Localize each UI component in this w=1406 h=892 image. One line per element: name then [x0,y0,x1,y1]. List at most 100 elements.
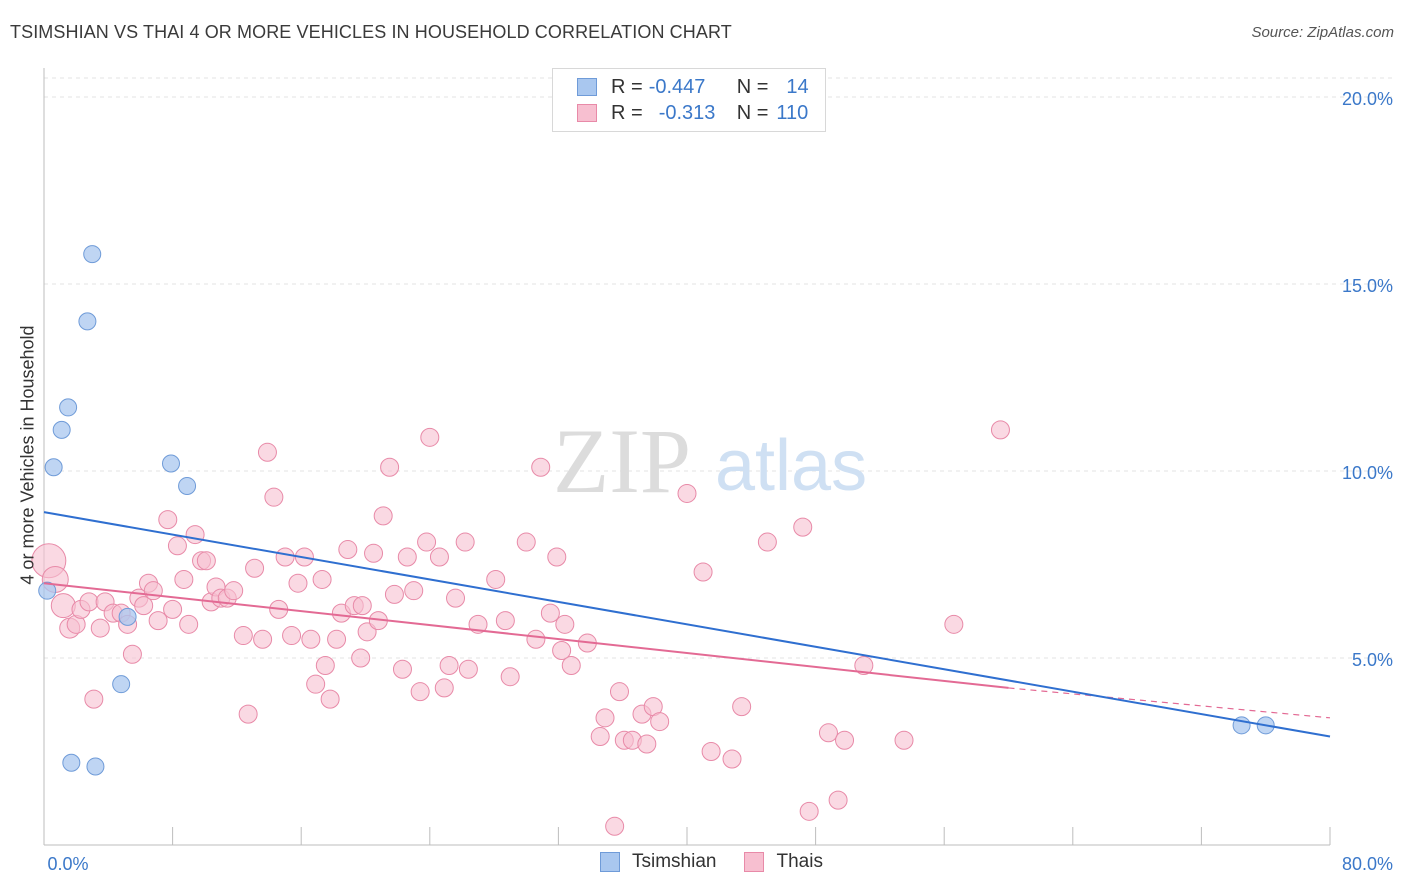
tsimshian-point [161,454,180,473]
thai-point [526,629,546,649]
legend-r-label: R = [611,101,643,124]
series-legend: Tsimshian Thais [600,851,851,873]
series-label-thais: Thais [776,851,823,872]
legend-n-label: N = [736,75,769,98]
thai-point [196,551,216,571]
thai-point [238,704,258,724]
thai-point [122,644,142,664]
thai-point [364,543,384,563]
thai-point [793,517,813,537]
thai-point [185,525,205,545]
thai-point [312,569,332,589]
tsimshian-point [86,757,105,776]
legend-n-label: N = [736,101,769,124]
thai-point [257,442,277,462]
thai-point [315,655,335,675]
thai-point [552,641,572,661]
watermark-atlas: atlas [715,426,867,506]
legend-n-value: 110 [776,101,809,124]
tsimshian-point [52,420,71,439]
tsimshian-point [112,675,131,694]
thai-point [351,648,371,668]
y-tick-label: 5.0% [1352,650,1393,670]
thai-point [854,655,874,675]
thai-point [167,536,187,556]
thai-point [835,730,855,750]
tsimshian-point [178,476,197,495]
tsimshian-trend-line [43,511,1331,738]
thai-point [380,457,400,477]
thai-point [439,655,459,675]
legend-n-value: 14 [786,75,809,98]
thai-point [224,581,244,601]
legend-row-tsimshian: R = -0.447 N = 14 [577,75,809,99]
thai-point [417,532,437,552]
thai-point [320,689,340,709]
series-legend-thais: Thais [744,851,823,873]
thai-point [158,510,178,530]
thai-point [174,569,194,589]
thai-point [233,626,253,646]
legend-r-value: -0.313 [658,101,716,124]
tsimshian-point [118,607,137,626]
thai-point [609,682,629,702]
thai-trend-extension [1008,687,1331,719]
tick-labels: 5.0% 10.0% 15.0% 20.0% 0.0% 80.0% [47,89,1393,874]
source-label: Source: ZipAtlas.com [1251,24,1394,41]
legend-swatch-thais [577,104,597,122]
thai-point [516,532,536,552]
thai-point [282,626,302,646]
tsimshian-points [38,245,1275,776]
thai-point [547,547,567,567]
tsimshian-point [78,312,97,331]
thai-point [637,734,657,754]
correlation-legend: R = -0.447 N = 14 R = -0.313 N = 110 [552,68,826,132]
thai-point [179,614,199,634]
thai-point [306,674,326,694]
thai-point [397,547,417,567]
thai-point [288,573,308,593]
thai-point [143,581,163,601]
thai-point [338,540,358,560]
legend-r-value: -0.447 [648,75,706,98]
series-swatch-thais [744,852,765,872]
y-axis-label: 4 or more Vehicles in Household [17,325,38,585]
thai-point [799,801,819,821]
thai-point [990,420,1010,440]
thai-point [79,592,99,612]
thai-point [595,708,615,728]
thai-point [352,596,372,616]
thai-point [455,532,475,552]
series-legend-tsimshian: Tsimshian [600,851,716,873]
thai-point [90,618,110,638]
thai-point [495,611,515,631]
thai-point [458,659,478,679]
thai-point [555,614,575,634]
tsimshian-point [38,581,57,600]
thai-point [357,622,377,642]
thai-point [434,678,454,698]
thai-point [245,558,265,578]
thai-point [540,603,560,623]
thai-point [531,457,551,477]
tsimshian-point [83,245,102,264]
thai-point [818,723,838,743]
thai-point [410,682,430,702]
y-tick-label: 10.0% [1342,463,1393,483]
thai-point [275,547,295,567]
thai-points [31,420,1010,836]
thai-point [429,547,449,567]
series-label-tsimshian: Tsimshian [632,851,717,872]
tsimshian-point [62,753,81,772]
thai-point [732,697,752,717]
tsimshian-point [59,398,78,417]
thai-point [404,581,424,601]
thai-point [500,667,520,687]
thai-point [373,506,393,526]
thai-point [693,562,713,582]
thai-point [590,727,610,747]
legend-row-thais: R = -0.313 N = 110 [577,101,808,125]
trend-lines [43,511,1331,738]
chart-title: TSIMSHIAN VS THAI 4 OR MORE VEHICLES IN … [10,22,732,42]
